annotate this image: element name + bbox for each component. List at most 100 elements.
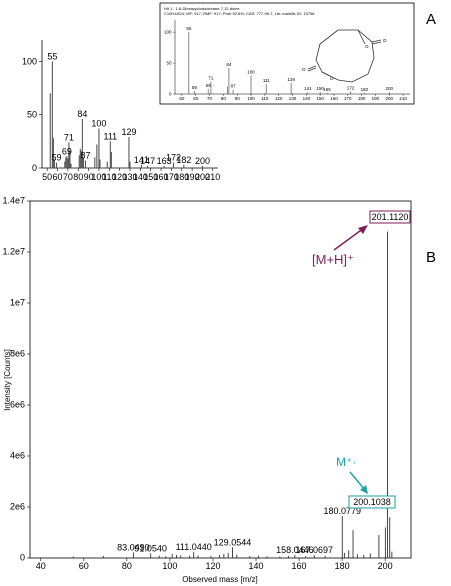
mh-arrow-head [358,225,368,234]
chart-b-y-tick-label: 1e7 [10,298,25,308]
inset-peak-label: 155 [323,87,331,92]
inset-x-tick-label: 90 [235,96,241,101]
mh-arrow [333,227,365,251]
inset-y-tick-label: 50 [166,61,172,66]
chart-b-x-tick-label: 120 [205,561,220,571]
chart-b-peak-label: 167.0697 [296,545,334,555]
chart-a-peak-label: 141 [134,155,149,165]
chart-b-y-tick-label: 4e6 [10,451,25,461]
inset-peak-label: 182 [361,87,369,92]
chart-b-x-tick-label: 200 [378,561,393,571]
chart-b-peak-label: 129.0544 [214,537,252,547]
chart-a-peak-label: 87 [80,151,90,161]
chart-b-peak-label: 158.0446 [276,545,314,555]
chart-a-x-tick-label: 180 [174,172,189,182]
chart-b-x-tick-label: 180 [335,561,350,571]
chart-b-y-axis-title: Intensity [Counts] [3,349,12,411]
structure-carbonyl-o-2: O [302,67,306,72]
inset-header-line-2: C10H16O4; MF: 917; RMF: 917; Prob 92.6%;… [164,11,316,16]
chart-a-peak-label: 100 [91,119,106,129]
inset-peak-label: 129 [287,77,295,82]
chart-a-x-tick-label: 90 [84,172,94,182]
inset-x-tick-label: 80 [221,96,227,101]
m-arrow [349,471,366,491]
mh-ion-label: [M+H]⁺ [312,252,354,267]
chart-a-x-tick-label: 200 [195,172,210,182]
inset-peak-label: 100 [247,69,255,74]
inset-frame [159,2,415,105]
chart-a-inset-library-match: Hit 1 : 1,6-Dioxacyclododecane-7,12-dion… [159,2,415,105]
inset-x-tick-label: 180 [358,96,366,101]
chart-b-hrms-spectrum: 40 60 80 100 120 140 160 180 200 0 2e6 4e6 6e6 8e6 1e… [2,196,412,584]
m-ion-label: M⁺· [336,455,356,469]
chart-b-y-tick-label: 2e6 [10,502,25,512]
chart-a-y-tick-label: 0 [32,163,37,173]
chart-b-x-tick-label: 160 [292,561,307,571]
chart-b-y-tick-label: 1.4e7 [2,196,25,206]
chart-a-y-tick-label: 100 [22,56,37,66]
chart-b-y-tick-label: 6e6 [10,400,25,410]
chart-a-peak-label: 55 [47,51,57,61]
chart-b-y-tick-label: 1.2e7 [2,247,25,257]
inset-x-tick-label: 210 [399,96,407,101]
chart-a-peak-label: 84 [77,109,87,119]
inset-peak-label: 111 [263,78,270,83]
mh-value-label: 201.1120 [372,212,409,222]
chart-a-y-tick-label: 50 [27,110,37,120]
inset-x-tick-label: 110 [261,96,269,101]
chart-a-x-tick-label: 140 [133,172,148,182]
chart-b-y-tick-label: 8e6 [10,349,25,359]
structure-carbonyl-o-1: O [383,38,387,43]
chart-a-peak-label: 182 [176,155,191,165]
inset-peak-label: 55 [186,26,192,31]
inset-header-line-1: Hit 1 : 1,6-Dioxacyclododecane-7,12-dion… [164,6,240,11]
inset-peak-label: 71 [208,76,214,81]
chart-a-x-tick-label: 50 [42,172,52,182]
chart-b-peak-label: 111.0440 [176,542,212,552]
chart-a-peak-label: 172 [166,153,181,163]
inset-peak-label: 84 [226,62,232,67]
molecule-structure-drawing [307,29,382,83]
inset-x-tick-label: 100 [247,96,255,101]
chart-a-x-tick-label: 150 [143,172,158,182]
chart-b-x-tick-label: 80 [122,561,132,571]
chart-a-x-tick-label: 170 [164,172,179,182]
chart-a-x-tick-label: 70 [63,172,73,182]
chart-a-ei-spectrum: 50 60 70 80 90100110120130140150160170180190… [22,40,220,182]
chart-a-peak-label: 129 [121,127,136,137]
inset-x-tick-label: 140 [303,96,311,101]
chart-a-x-tick-label: 100 [91,172,106,182]
inset-peak-label: 69 [206,83,212,88]
panel-b-letter: B [426,249,436,266]
chart-a-x-tick-label: 120 [112,172,127,182]
chart-b-peak-label: 180.0779 [324,506,362,516]
m-arrow-head [360,485,368,494]
chart-a-x-tick-label: 210 [205,172,220,182]
inset-x-tick-label: 150 [316,96,324,101]
structure-ring-o-1: O [365,44,369,49]
inset-peak-label: 141 [304,86,312,91]
chart-b-x-axis-title: Observed mass [m/z] [182,575,258,584]
chart-a-peak-label: 111 [103,131,117,141]
inset-x-tick-label: 60 [193,96,199,101]
inset-peak-label: 172 [347,86,355,91]
mh-value-box [369,210,411,224]
inset-x-tick-label: 120 [275,96,283,101]
chart-b-y-tick-label: 0 [20,553,25,563]
chart-b-x-tick-label: 60 [79,561,89,571]
chart-a-x-tick-label: 60 [53,172,63,182]
chart-a-peak-label: 147 [140,156,155,166]
chart-a-x-tick-label: 190 [185,172,200,182]
chart-b-x-tick-label: 100 [162,561,177,571]
inset-x-tick-label: 50 [179,96,185,101]
chart-a-x-tick-label: 160 [154,172,169,182]
chart-a-peak-label: 163 [157,156,172,166]
chart-b-frame [29,200,412,559]
chart-b-peak-label: 91.0540 [134,543,167,553]
inset-x-tick-label: 200 [386,96,394,101]
inset-peak-label: 150 [316,86,324,91]
inset-x-tick-label: 170 [344,96,352,101]
chart-a-peak-label: 200 [195,156,210,166]
inset-peak-label: 59 [192,85,198,90]
